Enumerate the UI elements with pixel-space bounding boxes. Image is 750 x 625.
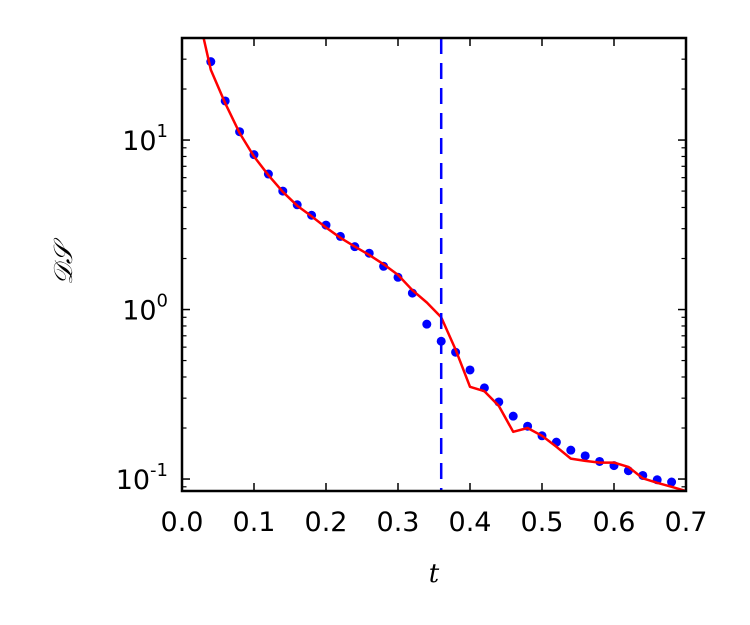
x-tick-label: 0.4 [449, 507, 492, 538]
y-tick-label: 100 [122, 291, 168, 327]
data-point [508, 411, 518, 421]
x-tick-label: 0.0 [161, 507, 204, 538]
x-tick-label: 0.3 [377, 507, 420, 538]
y-tick-label: 101 [122, 121, 168, 157]
series-line [202, 38, 686, 491]
x-tick-label: 0.6 [593, 507, 636, 538]
y-tick-label: 10-1 [116, 460, 168, 496]
x-tick-label: 0.5 [521, 507, 564, 538]
data-point [667, 477, 677, 487]
data-point [566, 445, 576, 455]
data-point [580, 451, 590, 461]
x-tick-label: 0.2 [305, 507, 348, 538]
x-tick-label: 0.1 [233, 507, 276, 538]
data-point [465, 365, 475, 375]
y-axis-label: 𝒟𝒮 [49, 237, 79, 285]
plot-frame [180, 36, 688, 493]
data-point [422, 319, 432, 329]
x-axis-label: t [429, 559, 440, 589]
data-point [393, 272, 403, 282]
x-tick-label: 0.7 [665, 507, 708, 538]
